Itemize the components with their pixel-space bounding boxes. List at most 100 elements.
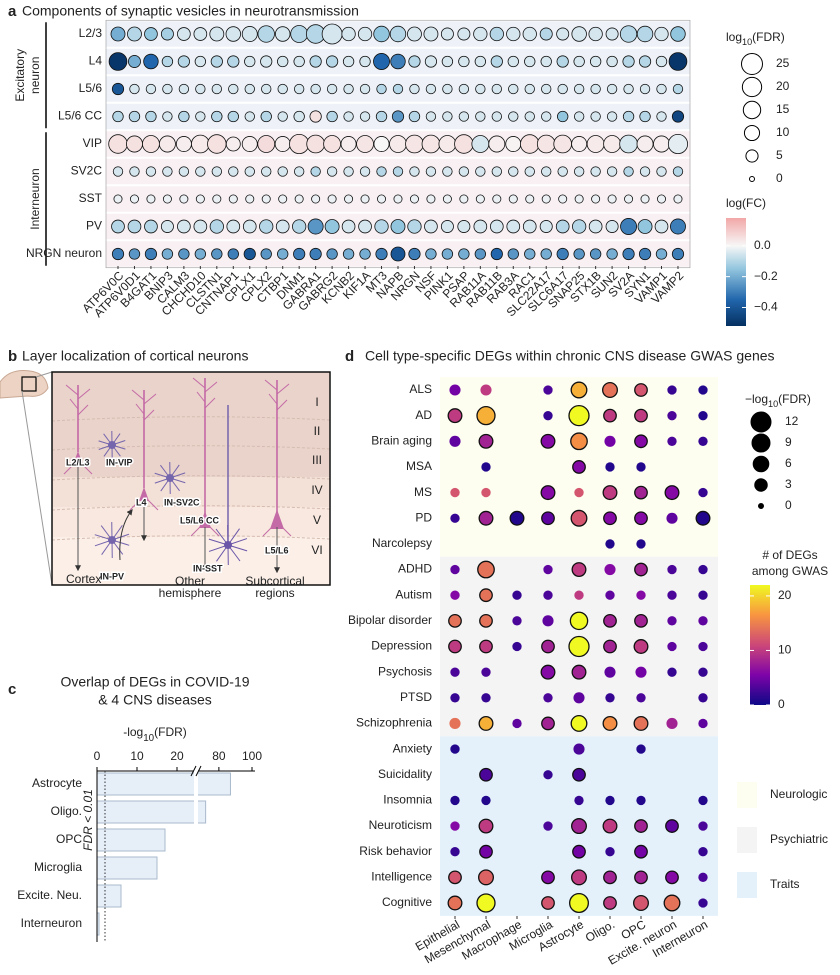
soma — [270, 509, 284, 529]
size-legend-title-part: −log — [745, 392, 768, 406]
dot — [450, 744, 460, 754]
dot — [293, 55, 305, 68]
dot — [603, 613, 617, 628]
dot — [210, 55, 223, 68]
dot — [698, 410, 708, 421]
row-label: L2/3 — [79, 26, 103, 40]
dot — [698, 564, 708, 575]
dendrite — [69, 398, 79, 410]
category-label: Interneuron — [21, 916, 82, 930]
dot — [243, 247, 256, 261]
dot — [244, 111, 255, 122]
dot — [393, 194, 403, 204]
dot — [605, 795, 615, 806]
dot — [227, 110, 239, 123]
dot — [665, 819, 679, 833]
soma — [108, 536, 116, 544]
dot — [108, 134, 128, 154]
panel-letter: a — [8, 3, 17, 20]
dot — [491, 111, 502, 122]
dot — [476, 406, 496, 426]
dot — [481, 795, 491, 806]
size-legend-title: −log10(FDR) — [745, 392, 811, 409]
dot — [260, 248, 272, 260]
dot — [194, 55, 207, 68]
layer-label: I — [315, 395, 318, 409]
dot — [663, 894, 681, 912]
dot — [524, 55, 536, 68]
dot — [638, 247, 652, 261]
dot — [477, 560, 495, 579]
dot — [275, 219, 290, 234]
color-legend-title: among GWAS — [752, 564, 828, 578]
dot — [343, 83, 354, 95]
dot — [311, 194, 321, 204]
dot — [390, 219, 406, 234]
dot — [506, 219, 521, 234]
group-label: neuron — [28, 57, 42, 94]
dot — [475, 111, 486, 122]
dot — [633, 715, 649, 731]
color-tick-label: 0.0 — [754, 238, 771, 252]
dendrite — [208, 525, 220, 537]
dot — [294, 166, 305, 177]
dendrite — [77, 404, 89, 416]
dot — [392, 83, 404, 95]
dot — [698, 847, 708, 857]
dot — [556, 27, 570, 41]
dot — [424, 55, 438, 68]
dot — [450, 693, 460, 703]
category-label: Oligo. — [51, 804, 82, 818]
dot — [391, 110, 405, 123]
row-label: Cognitive — [382, 895, 432, 909]
dot — [342, 55, 355, 68]
dot — [672, 166, 684, 177]
dot — [570, 381, 588, 399]
dot — [637, 219, 653, 234]
layer-label: II — [314, 424, 321, 438]
dot — [356, 135, 374, 153]
dot — [574, 795, 584, 806]
dot — [656, 83, 667, 95]
dot — [449, 435, 461, 447]
row-label: L5/6 CC — [58, 109, 102, 123]
dot — [605, 462, 615, 472]
layer-band — [52, 507, 330, 537]
size-legend-dot — [750, 411, 772, 433]
dot — [209, 219, 224, 234]
dot — [407, 26, 422, 42]
dot — [261, 166, 272, 177]
dot — [245, 194, 255, 204]
dot — [294, 83, 305, 95]
dot — [492, 194, 502, 204]
dot — [622, 247, 635, 261]
size-legend-dot — [758, 503, 764, 509]
dendrite — [204, 397, 216, 409]
dot — [390, 246, 406, 262]
group-label: Excitatory — [13, 49, 27, 102]
dot — [540, 433, 556, 449]
color-tick-label: −0.4 — [754, 300, 778, 314]
dot — [667, 436, 677, 446]
dot — [476, 893, 496, 913]
projection-label: regions — [255, 586, 294, 600]
projection-label: Cortex — [66, 572, 101, 586]
dot — [162, 194, 172, 204]
layer-boundary — [51, 505, 331, 511]
cell-label: IN-SV2C — [164, 497, 200, 507]
dot — [541, 83, 552, 95]
dot — [211, 83, 222, 95]
dot — [160, 220, 174, 233]
dot — [634, 562, 648, 577]
dot — [326, 248, 338, 260]
dendrite — [63, 463, 75, 475]
dot — [474, 248, 487, 260]
color-bar — [750, 585, 770, 705]
dot — [590, 111, 601, 122]
dendrite — [131, 389, 145, 401]
group-legend-label: Neurologic — [770, 787, 827, 801]
dot — [589, 55, 602, 68]
dot — [488, 135, 506, 153]
size-legend-title: log10(FDR) — [726, 30, 785, 47]
dot — [389, 25, 407, 43]
